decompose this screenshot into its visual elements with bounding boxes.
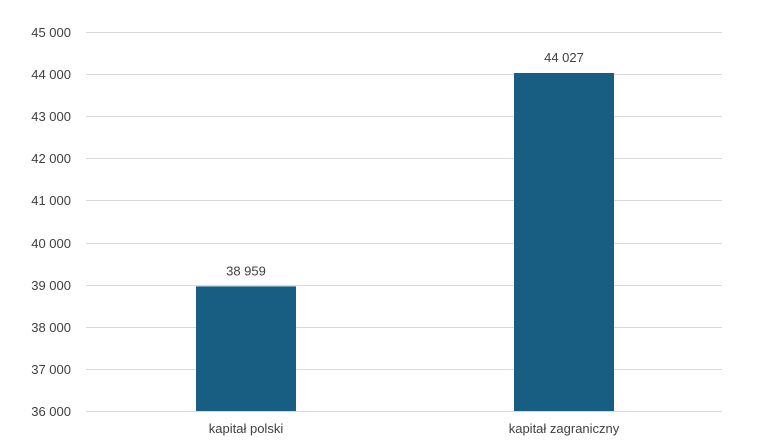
gridlines (86, 32, 722, 412)
y-tick-label: 36 000 (31, 404, 71, 419)
bars (196, 72, 614, 411)
category-label: kapitał zagraniczny (509, 421, 620, 436)
y-tick-label: 42 000 (31, 151, 71, 166)
y-tick-label: 43 000 (31, 109, 71, 124)
bar (514, 72, 614, 411)
y-tick-label: 44 000 (31, 67, 71, 82)
y-axis-tick-labels: 36 000 37 000 38 000 39 000 40 000 41 000 42 0… (31, 25, 71, 419)
data-labels: 38 959 44 027 (226, 50, 584, 278)
y-tick-label: 41 000 (31, 193, 71, 208)
y-tick-label: 38 000 (31, 320, 71, 335)
y-tick-label: 37 000 (31, 362, 71, 377)
y-tick-label: 45 000 (31, 25, 71, 40)
x-axis-category-labels: kapitał polski kapitał zagraniczny (209, 421, 620, 436)
data-label: 38 959 (226, 263, 266, 278)
y-tick-label: 39 000 (31, 278, 71, 293)
category-label: kapitał polski (209, 421, 284, 436)
bar (196, 286, 296, 411)
y-tick-label: 40 000 (31, 236, 71, 251)
data-label: 44 027 (544, 50, 584, 65)
